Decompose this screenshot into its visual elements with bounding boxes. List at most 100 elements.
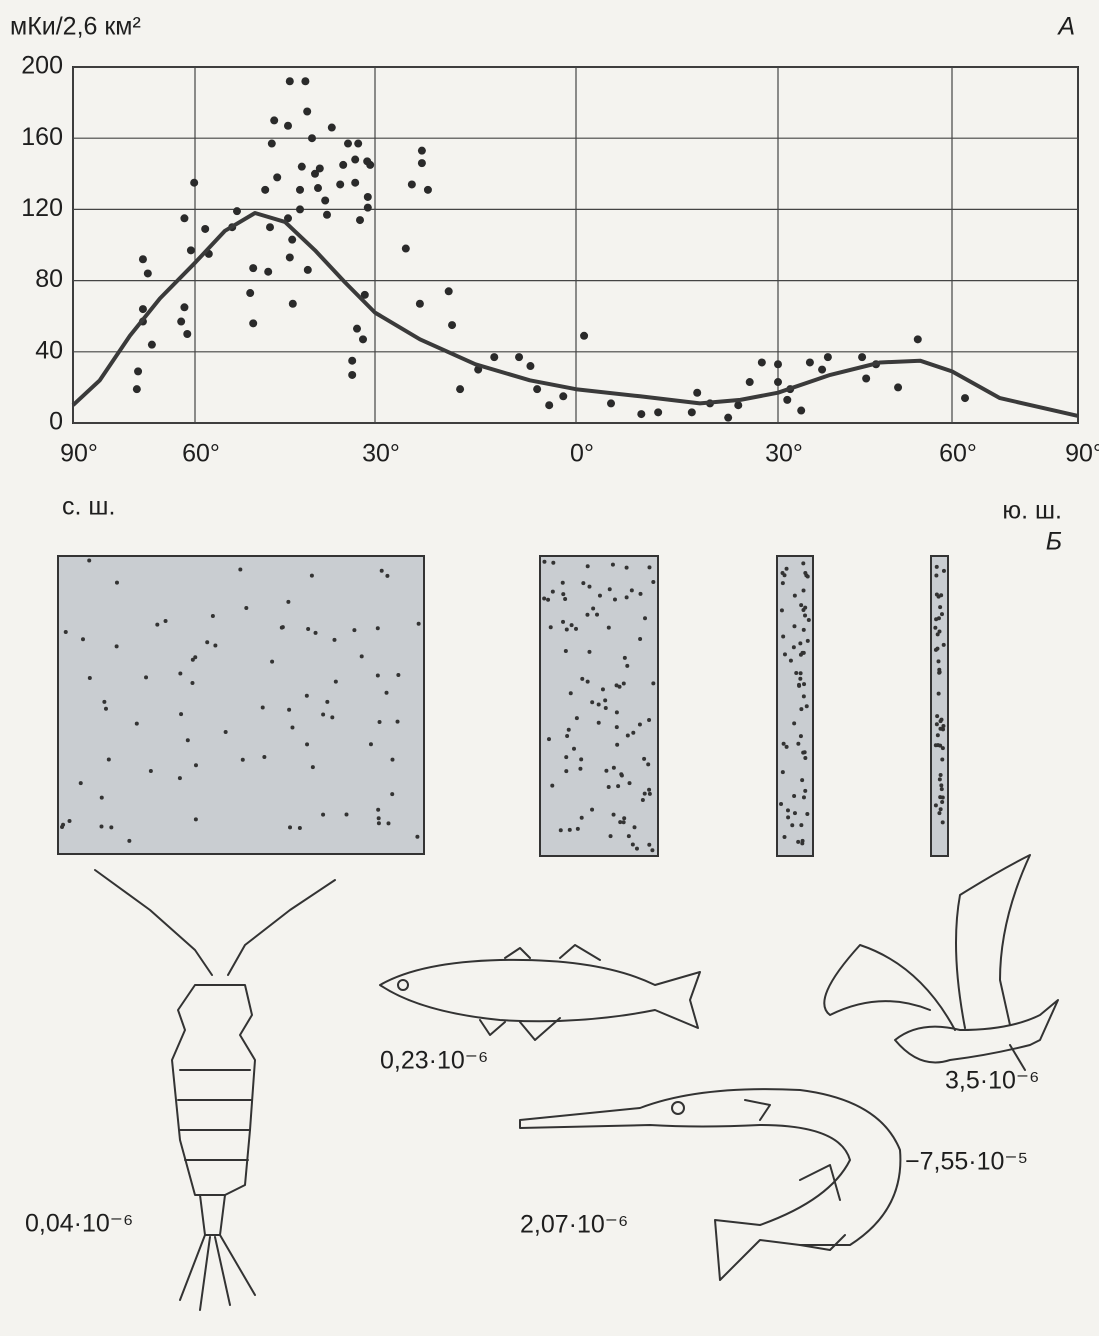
texture-dot	[369, 742, 373, 746]
texture-dot	[803, 750, 807, 754]
texture-dot	[806, 574, 810, 578]
texture-dot	[633, 825, 637, 829]
texture-dot	[792, 645, 796, 649]
data-point	[545, 401, 553, 409]
panel-label: А	[1056, 13, 1075, 41]
texture-dot	[796, 742, 800, 746]
y-tick-label: 120	[21, 194, 63, 222]
texture-dot	[191, 658, 195, 662]
texture-dot	[238, 567, 242, 571]
texture-dot	[244, 606, 248, 610]
texture-dot	[642, 757, 646, 761]
texture-dot	[88, 676, 92, 680]
energy-label: 0,23·10⁻⁶	[380, 1047, 488, 1075]
texture-dot	[635, 847, 639, 851]
texture-dot	[310, 574, 314, 578]
texture-dot	[942, 569, 946, 573]
texture-dot	[790, 823, 794, 827]
texture-dot	[561, 592, 565, 596]
data-point	[418, 159, 426, 167]
texture-dot	[625, 664, 629, 668]
texture-dot	[941, 724, 945, 728]
texture-dot	[549, 625, 553, 629]
texture-dot	[647, 718, 651, 722]
data-point	[321, 197, 329, 205]
texture-dot	[587, 585, 591, 589]
texture-dot	[799, 653, 803, 657]
texture-dot	[546, 598, 550, 602]
texture-dot	[799, 823, 803, 827]
texture-dot	[631, 843, 635, 847]
texture-dot	[155, 623, 159, 627]
texture-dot	[565, 628, 569, 632]
data-point	[961, 394, 969, 402]
data-point	[353, 325, 361, 333]
texture-dot	[281, 625, 285, 629]
energy-label: 0,04·10⁻⁶	[25, 1210, 133, 1238]
texture-dot	[781, 634, 785, 638]
texture-dot	[937, 659, 941, 663]
texture-dot	[564, 769, 568, 773]
texture-dot	[376, 674, 380, 678]
texture-dot	[79, 781, 83, 785]
data-point	[344, 140, 352, 148]
texture-dot	[941, 820, 945, 824]
texture-dot	[352, 628, 356, 632]
texture-dot	[647, 788, 651, 792]
texture-dot	[190, 681, 194, 685]
texture-dot	[380, 569, 384, 573]
texture-dot	[290, 725, 294, 729]
texture-dot	[611, 563, 615, 567]
panel-label: Б	[1046, 528, 1062, 556]
data-point	[364, 204, 372, 212]
texture-dot	[802, 694, 806, 698]
texture-dot	[559, 828, 563, 832]
texture-dot	[936, 733, 940, 737]
texture-dot	[579, 757, 583, 761]
data-point	[180, 214, 188, 222]
data-point	[445, 287, 453, 295]
texture-dot	[332, 638, 336, 642]
texture-dot	[651, 580, 655, 584]
texture-dot	[779, 802, 783, 806]
texture-dot	[81, 637, 85, 641]
texture-dot	[100, 796, 104, 800]
texture-dot	[933, 626, 937, 630]
x-start-label: с. ш.	[62, 493, 115, 521]
data-point	[408, 180, 416, 188]
texture-dot	[783, 573, 787, 577]
data-point	[339, 161, 347, 169]
texture-dot	[805, 812, 809, 816]
data-point	[249, 319, 257, 327]
texture-dot	[604, 706, 608, 710]
texture-dot	[144, 675, 148, 679]
energy-label: −7,55·10⁻⁵	[905, 1148, 1028, 1176]
texture-dot	[650, 848, 654, 852]
texture-dot	[286, 600, 290, 604]
y-tick-label: 80	[35, 265, 63, 293]
data-point	[139, 305, 147, 313]
texture-dot	[586, 680, 590, 684]
texture-dot	[793, 594, 797, 598]
texture-dot	[564, 649, 568, 653]
data-point	[774, 360, 782, 368]
texture-dot	[241, 758, 245, 762]
data-point	[354, 140, 362, 148]
texture-dot	[805, 704, 809, 708]
texture-dot	[803, 606, 807, 610]
data-point	[201, 225, 209, 233]
data-point	[351, 156, 359, 164]
texture-dot	[321, 813, 325, 817]
texture-dot	[115, 644, 119, 648]
texture-dot	[224, 730, 228, 734]
texture-dot	[643, 616, 647, 620]
texture-dot	[786, 815, 790, 819]
texture-dot	[799, 671, 803, 675]
texture-dot	[607, 785, 611, 789]
texture-dot	[603, 698, 607, 702]
texture-dot	[550, 784, 554, 788]
texture-dot	[802, 795, 806, 799]
texture-dot	[345, 812, 349, 816]
data-point	[233, 207, 241, 215]
texture-dot	[604, 769, 608, 773]
